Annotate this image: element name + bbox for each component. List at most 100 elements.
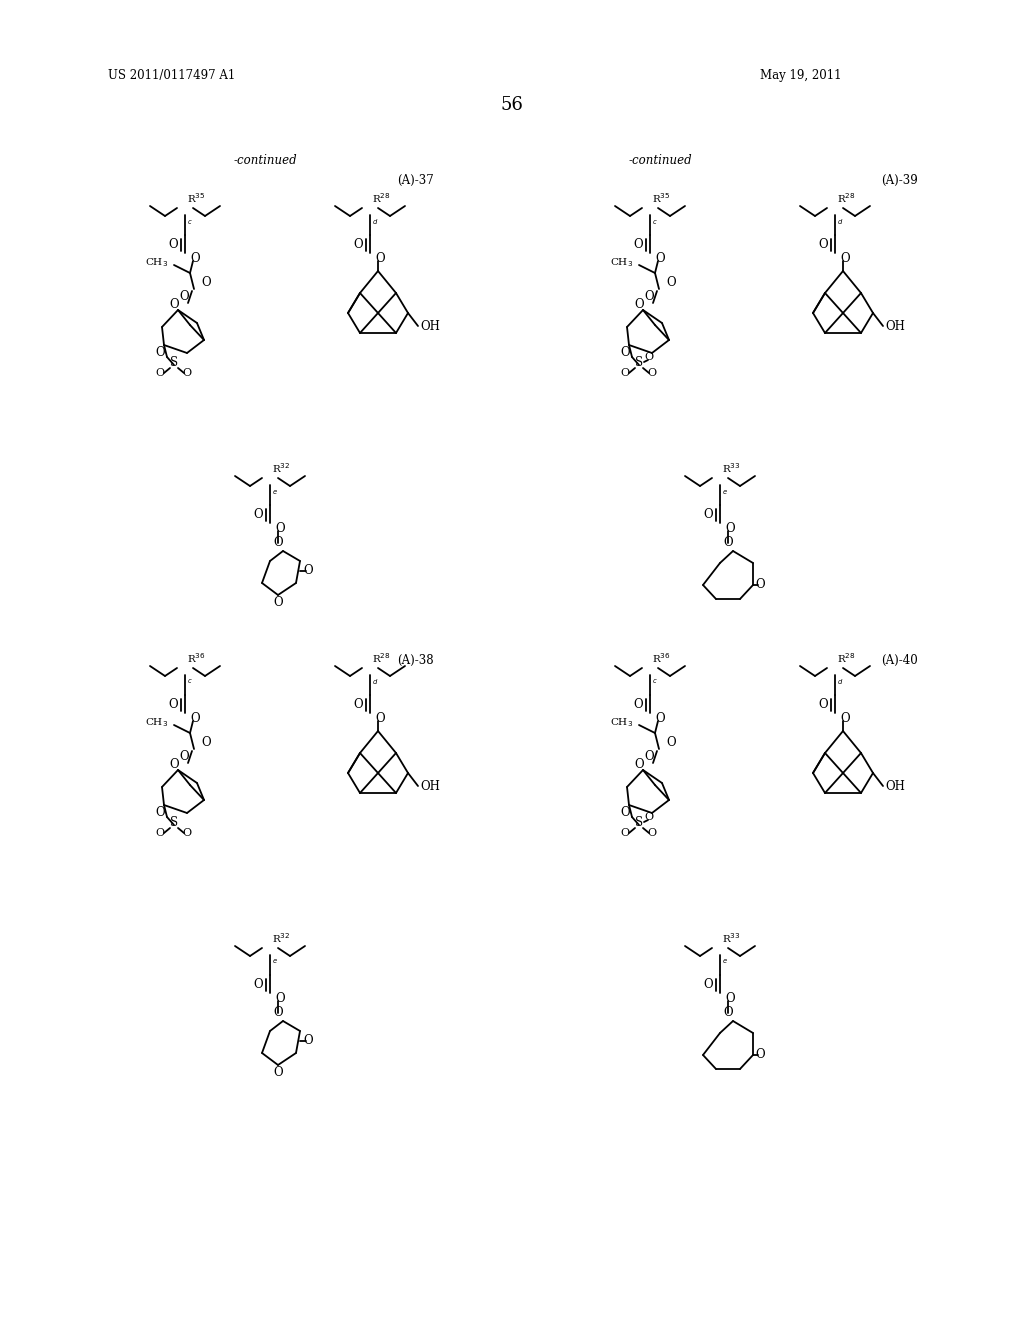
Text: $_{e}$: $_{e}$ (722, 957, 728, 966)
Text: R$^{28}$: R$^{28}$ (837, 651, 856, 665)
Text: O: O (621, 346, 630, 359)
Text: O: O (840, 713, 850, 726)
Text: O: O (201, 737, 211, 750)
Text: O: O (375, 713, 385, 726)
Text: O: O (647, 828, 656, 838)
Text: $_{e}$: $_{e}$ (272, 487, 278, 496)
Text: O: O (703, 978, 713, 991)
Text: O: O (156, 346, 165, 359)
Text: O: O (156, 828, 165, 838)
Text: (A)-40: (A)-40 (882, 653, 919, 667)
Text: CH$_3$: CH$_3$ (610, 717, 633, 730)
Text: O: O (353, 698, 362, 711)
Text: O: O (644, 751, 653, 763)
Text: O: O (655, 713, 665, 726)
Text: S: S (170, 356, 178, 370)
Text: O: O (818, 698, 827, 711)
Text: O: O (182, 828, 191, 838)
Text: O: O (253, 508, 263, 521)
Text: OH: OH (420, 780, 440, 792)
Text: R$^{36}$: R$^{36}$ (187, 651, 206, 665)
Text: O: O (725, 993, 735, 1006)
Text: O: O (723, 536, 733, 549)
Text: 56: 56 (501, 96, 523, 114)
Text: S: S (170, 817, 178, 829)
Text: O: O (273, 1067, 283, 1080)
Text: O: O (840, 252, 850, 265)
Text: O: O (303, 565, 312, 578)
Text: $_{c}$: $_{c}$ (652, 677, 657, 686)
Text: O: O (725, 523, 735, 536)
Text: O: O (275, 993, 285, 1006)
Text: O: O (621, 807, 630, 820)
Text: O: O (169, 298, 179, 312)
Text: O: O (201, 276, 211, 289)
Text: O: O (253, 978, 263, 991)
Text: R$^{32}$: R$^{32}$ (272, 461, 291, 475)
Text: O: O (182, 368, 191, 378)
Text: OH: OH (885, 319, 905, 333)
Text: O: O (723, 1006, 733, 1019)
Text: $_{c}$: $_{c}$ (187, 677, 193, 686)
Text: O: O (644, 352, 653, 362)
Text: $_{d}$: $_{d}$ (372, 218, 379, 227)
Text: O: O (303, 1035, 312, 1048)
Text: O: O (275, 523, 285, 536)
Text: O: O (633, 698, 643, 711)
Text: $_{e}$: $_{e}$ (272, 957, 278, 966)
Text: R$^{35}$: R$^{35}$ (187, 191, 206, 205)
Text: S: S (635, 356, 643, 370)
Text: $_{d}$: $_{d}$ (837, 218, 844, 227)
Text: O: O (156, 807, 165, 820)
Text: O: O (179, 290, 188, 304)
Text: O: O (190, 713, 200, 726)
Text: O: O (273, 597, 283, 610)
Text: O: O (179, 751, 188, 763)
Text: O: O (169, 759, 179, 771)
Text: R$^{33}$: R$^{33}$ (722, 461, 740, 475)
Text: R$^{32}$: R$^{32}$ (272, 931, 291, 945)
Text: S: S (635, 817, 643, 829)
Text: R$^{35}$: R$^{35}$ (652, 191, 671, 205)
Text: O: O (818, 239, 827, 252)
Text: R$^{28}$: R$^{28}$ (837, 191, 856, 205)
Text: O: O (156, 368, 165, 378)
Text: R$^{33}$: R$^{33}$ (722, 931, 740, 945)
Text: R$^{28}$: R$^{28}$ (372, 191, 391, 205)
Text: May 19, 2011: May 19, 2011 (760, 69, 842, 82)
Text: O: O (755, 578, 765, 591)
Text: $_{d}$: $_{d}$ (372, 677, 379, 686)
Text: O: O (667, 737, 676, 750)
Text: O: O (755, 1048, 765, 1061)
Text: O: O (168, 698, 178, 711)
Text: O: O (375, 252, 385, 265)
Text: O: O (634, 298, 644, 312)
Text: $_{d}$: $_{d}$ (837, 677, 844, 686)
Text: (A)-39: (A)-39 (882, 173, 919, 186)
Text: O: O (647, 368, 656, 378)
Text: O: O (273, 1006, 283, 1019)
Text: (A)-38: (A)-38 (396, 653, 433, 667)
Text: O: O (633, 239, 643, 252)
Text: O: O (655, 252, 665, 265)
Text: R$^{36}$: R$^{36}$ (652, 651, 671, 665)
Text: O: O (353, 239, 362, 252)
Text: CH$_3$: CH$_3$ (610, 256, 633, 269)
Text: $_{c}$: $_{c}$ (652, 218, 657, 227)
Text: O: O (644, 290, 653, 304)
Text: $_{c}$: $_{c}$ (187, 218, 193, 227)
Text: O: O (644, 812, 653, 822)
Text: O: O (621, 368, 630, 378)
Text: -continued: -continued (233, 153, 297, 166)
Text: -continued: -continued (628, 153, 692, 166)
Text: OH: OH (885, 780, 905, 792)
Text: O: O (273, 536, 283, 549)
Text: CH$_3$: CH$_3$ (144, 717, 168, 730)
Text: O: O (621, 828, 630, 838)
Text: $_{e}$: $_{e}$ (722, 487, 728, 496)
Text: OH: OH (420, 319, 440, 333)
Text: O: O (667, 276, 676, 289)
Text: O: O (190, 252, 200, 265)
Text: O: O (168, 239, 178, 252)
Text: R$^{28}$: R$^{28}$ (372, 651, 391, 665)
